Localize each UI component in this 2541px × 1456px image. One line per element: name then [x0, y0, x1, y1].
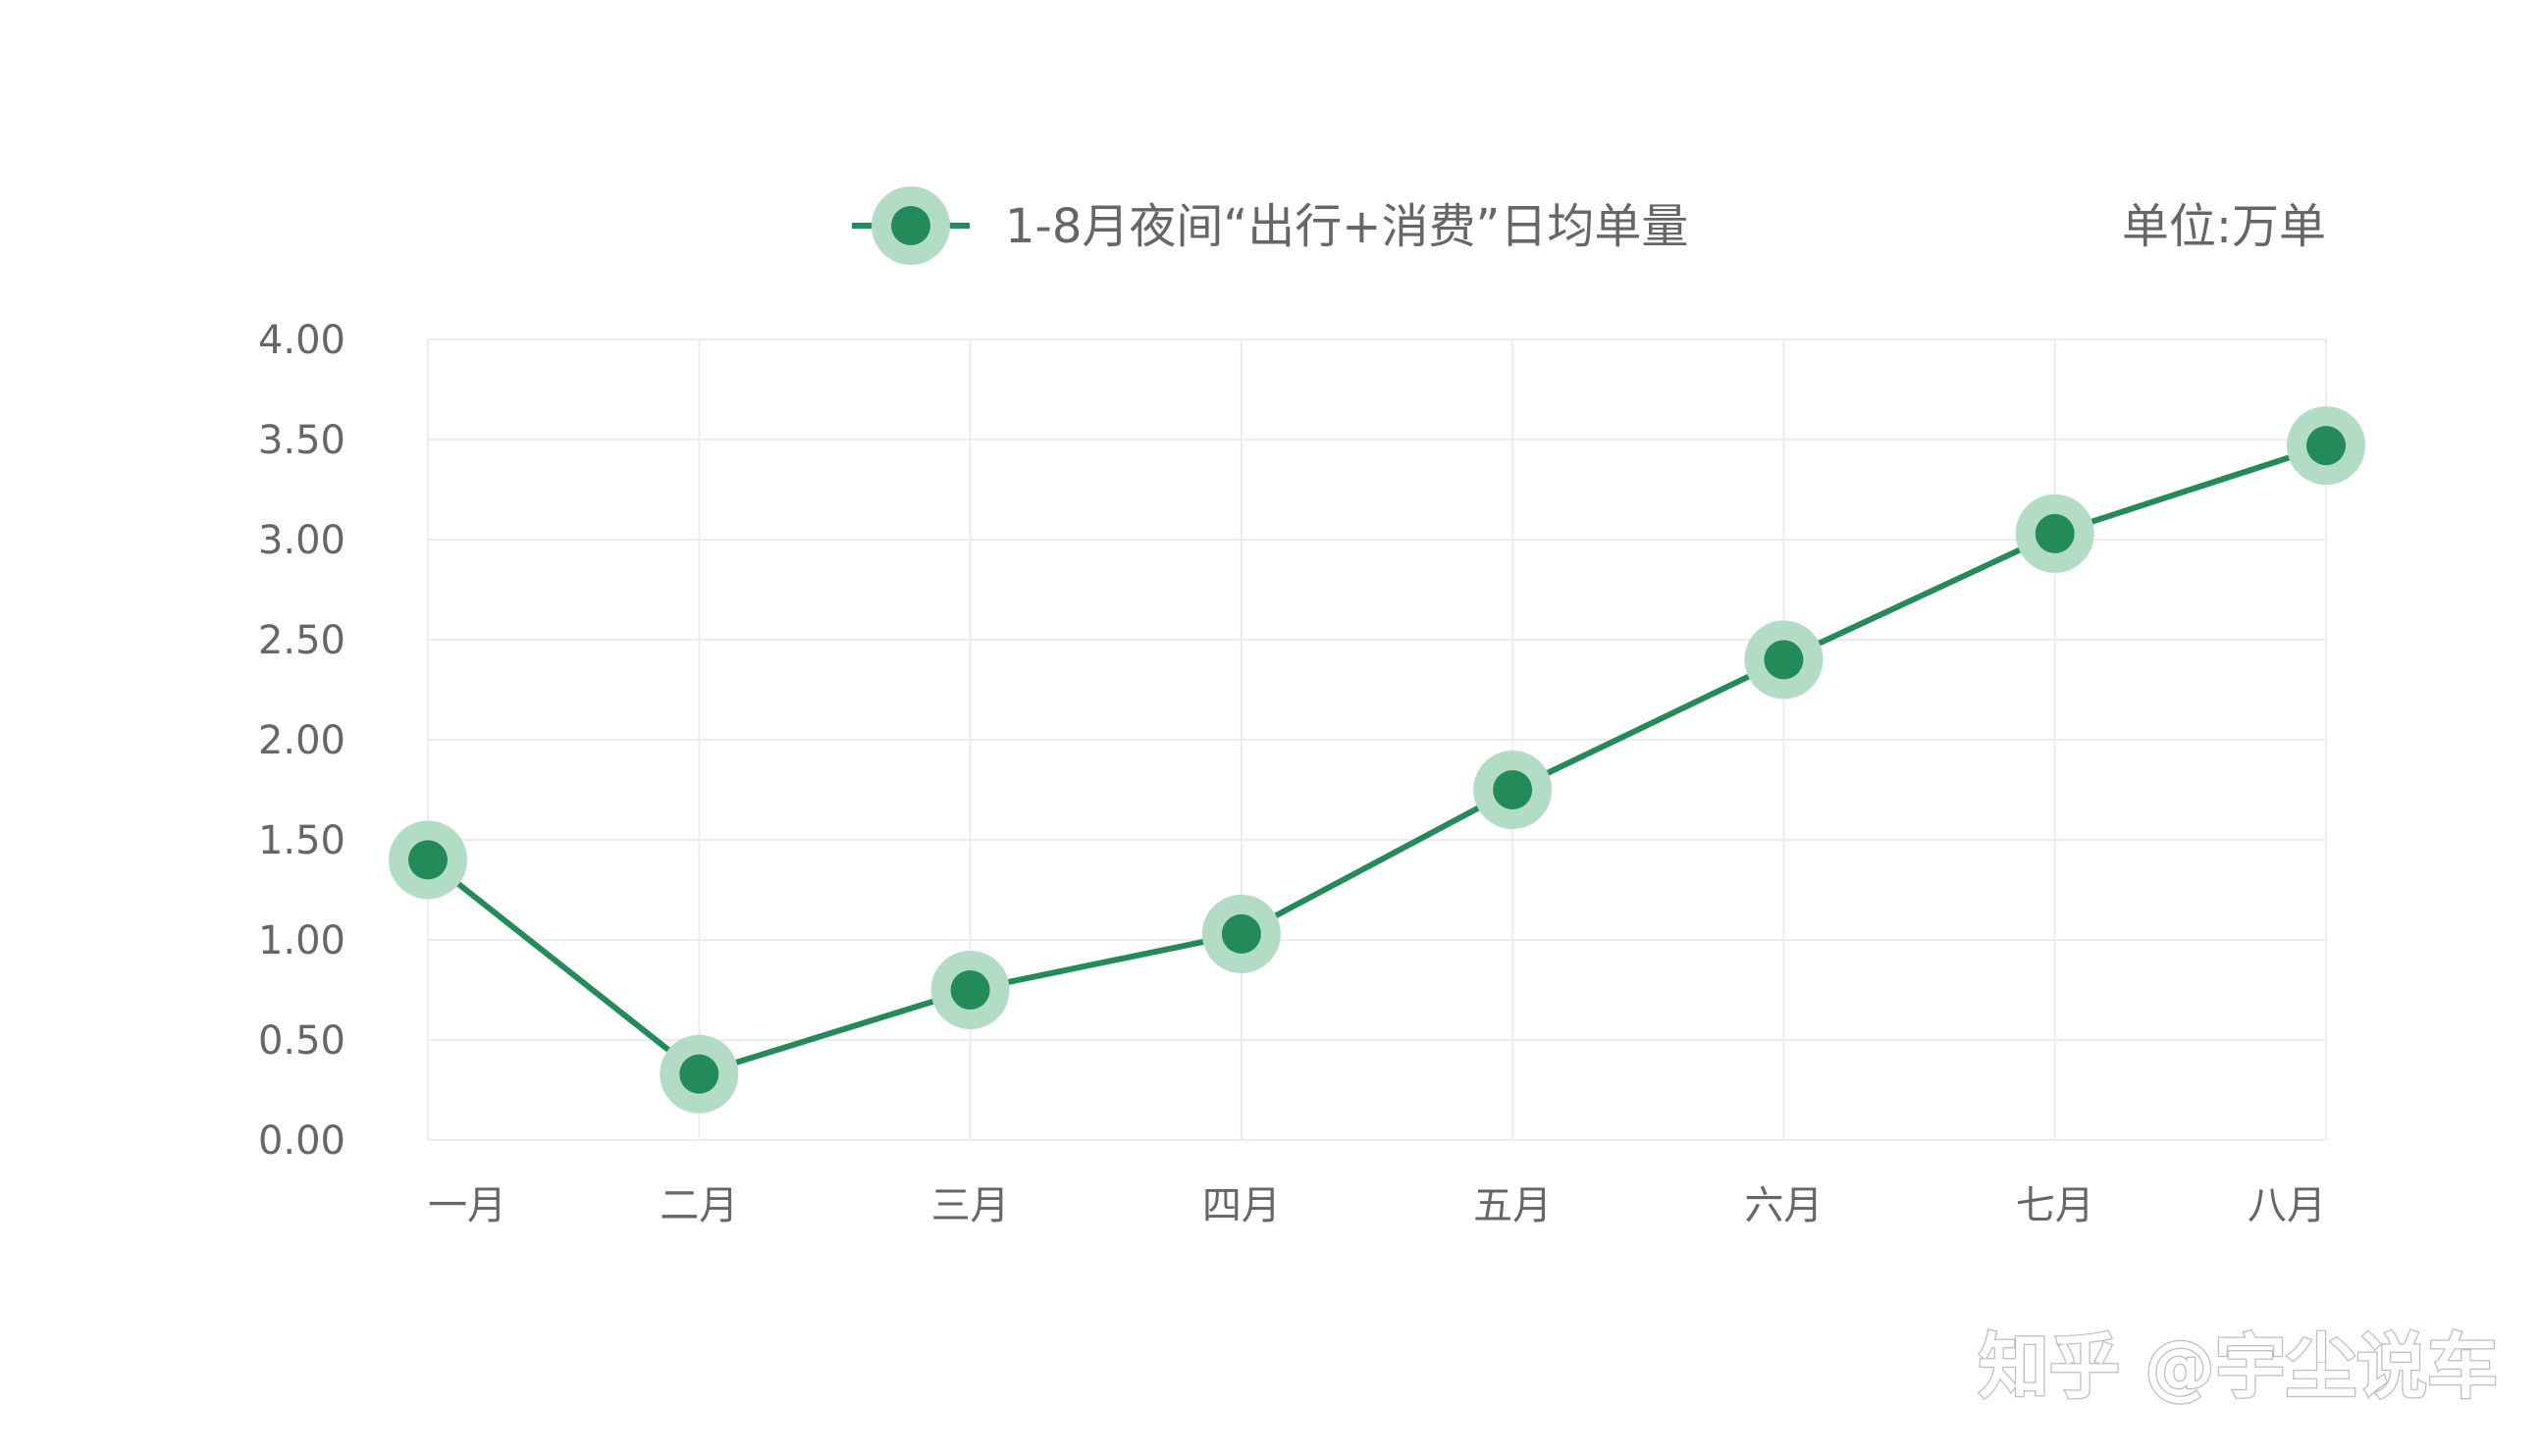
x-tick-label: 三月 — [931, 1183, 1010, 1228]
x-tick-label: 四月 — [1202, 1183, 1281, 1228]
legend: 1-8月夜间“出行+消费”日均单量 — [852, 186, 1688, 265]
legend-marker-dot — [891, 206, 930, 245]
series-line — [426, 442, 2327, 1077]
y-tick-label: 2.50 — [258, 618, 345, 663]
watermark-text: 知乎 @宇尘说车 — [1979, 1326, 2498, 1408]
y-tick-label: 3.00 — [258, 518, 345, 563]
data-point — [1493, 770, 1533, 809]
x-axis-tick-labels: 一月 二月 三月 四月 五月 六月 七月 八月 — [428, 1183, 2326, 1228]
y-tick-label: 3.50 — [258, 418, 345, 463]
y-tick-label: 1.50 — [258, 818, 345, 863]
data-point — [679, 1054, 719, 1094]
y-tick-label: 0.00 — [258, 1118, 345, 1164]
x-tick-label: 八月 — [2248, 1183, 2326, 1228]
legend-series-label: 1-8月夜间“出行+消费”日均单量 — [1005, 199, 1688, 254]
unit-label: 单位:万单 — [2122, 199, 2326, 254]
x-tick-label: 二月 — [660, 1183, 738, 1228]
data-point — [408, 840, 448, 880]
data-point — [950, 970, 990, 1010]
y-tick-label: 1.00 — [258, 918, 345, 963]
y-axis-tick-labels: 0.00 0.50 1.00 1.50 2.00 2.50 3.00 3.50 4.00 — [258, 318, 345, 1164]
data-point — [1221, 913, 1261, 954]
x-tick-label: 六月 — [1744, 1183, 1823, 1228]
grid-lines — [427, 338, 2327, 1141]
y-tick-label: 2.00 — [258, 718, 345, 763]
data-point — [1764, 640, 1804, 680]
x-tick-label: 一月 — [428, 1183, 506, 1228]
y-tick-label: 0.50 — [258, 1018, 345, 1064]
x-tick-label: 七月 — [2016, 1183, 2094, 1228]
data-point — [2306, 426, 2346, 466]
data-point — [2035, 513, 2075, 553]
series-line-group — [389, 406, 2365, 1114]
y-tick-label: 4.00 — [258, 318, 345, 363]
x-tick-label: 五月 — [1473, 1183, 1552, 1228]
